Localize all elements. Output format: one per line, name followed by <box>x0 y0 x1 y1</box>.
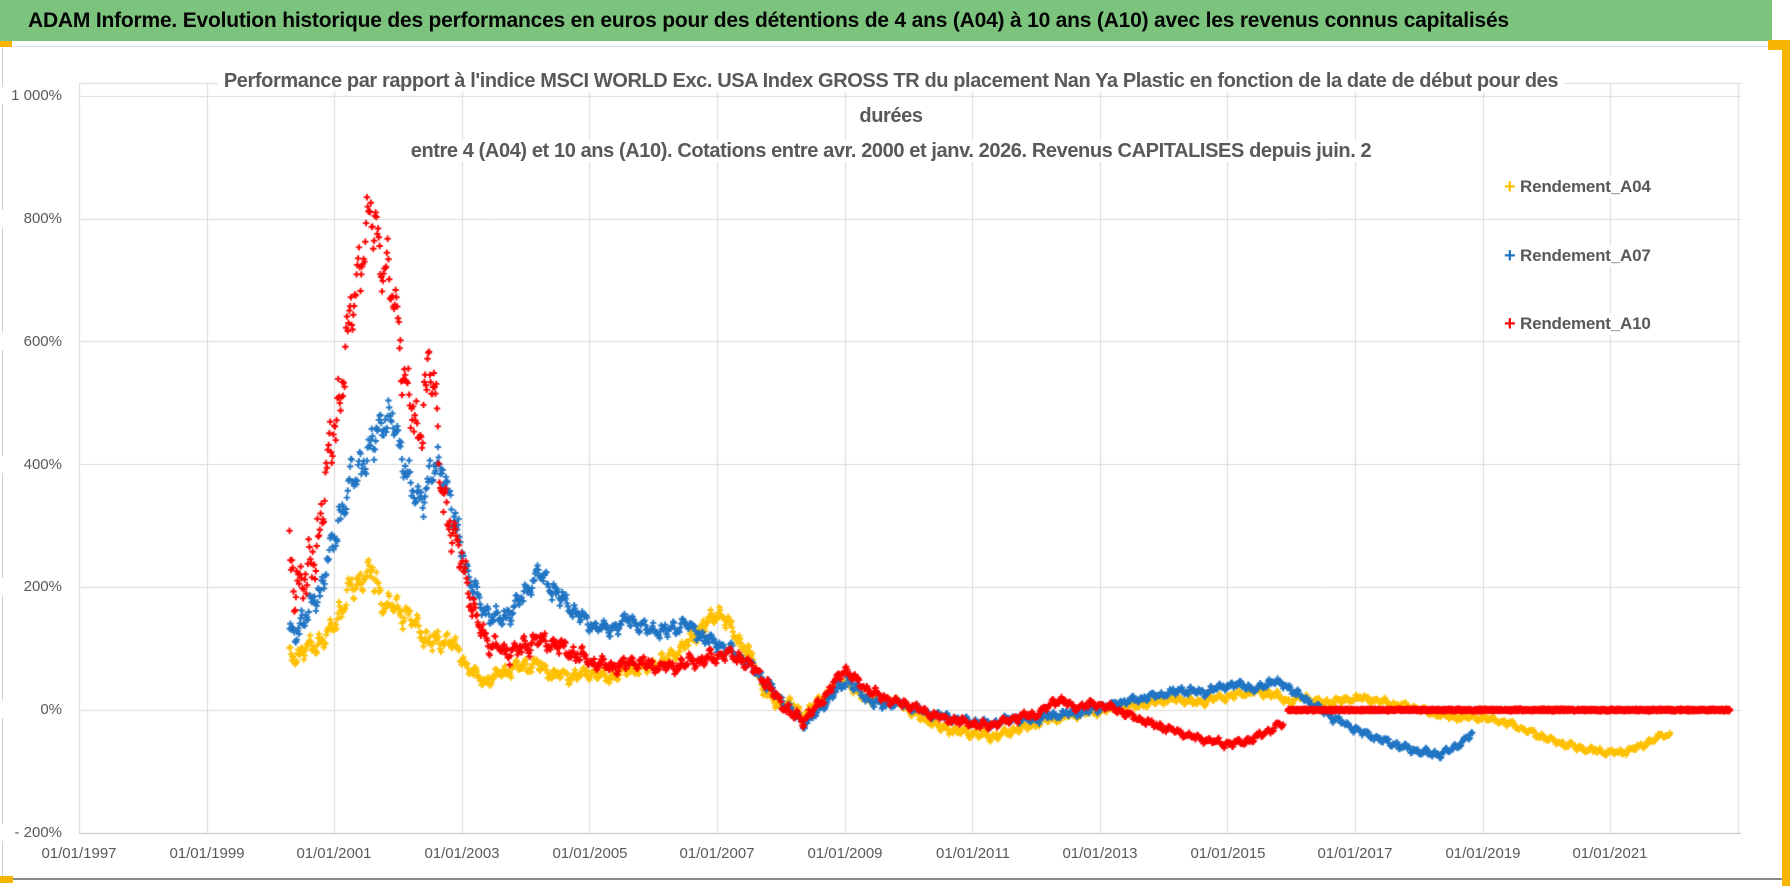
x-tick-2019: 01/01/2019 <box>1445 845 1521 862</box>
x-tick-2007: 01/01/2007 <box>679 845 755 862</box>
y-tick-1000: 1 000% <box>0 87 62 104</box>
x-tick-2009: 01/01/2009 <box>807 845 883 862</box>
x-tick-1997: 01/01/1997 <box>41 845 117 862</box>
x-tick-2015: 01/01/2015 <box>1190 845 1266 862</box>
y-tick-neg200: - 200% <box>0 824 62 841</box>
x-tick-2005: 01/01/2005 <box>552 845 628 862</box>
chart-title-line-1: Performance par rapport à l'indice MSCI … <box>217 70 1565 92</box>
banner-title: ADAM Informe. Evolution historique des p… <box>28 8 1509 32</box>
plus-marker-icon: + <box>1504 313 1516 335</box>
chart-title-line-3: entre 4 (A04) et 10 ans (A10). Cotations… <box>404 140 1378 162</box>
top-left-accent <box>0 41 12 47</box>
plus-marker-icon: + <box>1504 245 1516 267</box>
header-banner: ADAM Informe. Evolution historique des p… <box>0 0 1772 43</box>
legend-label-a04: Rendement_A04 <box>1520 177 1651 196</box>
y-tick-400: 400% <box>0 456 62 473</box>
y-tick-800: 800% <box>0 210 62 227</box>
legend-item-a04: + Rendement_A04 <box>1500 176 1655 198</box>
bottom-border-line <box>0 878 1790 880</box>
x-tick-2003: 01/01/2003 <box>424 845 500 862</box>
top-right-accent <box>1768 40 1790 50</box>
banner-divider <box>0 46 1782 47</box>
legend-item-a10: + Rendement_A10 <box>1500 313 1655 335</box>
bottom-left-accent <box>0 876 13 883</box>
x-tick-2011: 01/01/2011 <box>936 845 1010 862</box>
y-tick-0: 0% <box>0 701 62 718</box>
legend-label-a10: Rendement_A10 <box>1520 314 1651 333</box>
y-tick-600: 600% <box>0 333 62 350</box>
x-tick-1999: 01/01/1999 <box>169 845 245 862</box>
chart-title-line-2: durées <box>853 105 929 127</box>
x-tick-2001: 01/01/2001 <box>296 845 372 862</box>
plus-marker-icon: + <box>1504 176 1516 198</box>
legend-label-a07: Rendement_A07 <box>1520 246 1651 265</box>
x-tick-2021: 01/01/2021 <box>1572 845 1648 862</box>
y-tick-200: 200% <box>0 578 62 595</box>
legend-item-a07: + Rendement_A07 <box>1500 245 1655 267</box>
right-accent-strip <box>1782 43 1790 886</box>
x-tick-2017: 01/01/2017 <box>1317 845 1393 862</box>
chart-title: Performance par rapport à l'indice MSCI … <box>191 64 1591 169</box>
x-tick-2013: 01/01/2013 <box>1062 845 1138 862</box>
